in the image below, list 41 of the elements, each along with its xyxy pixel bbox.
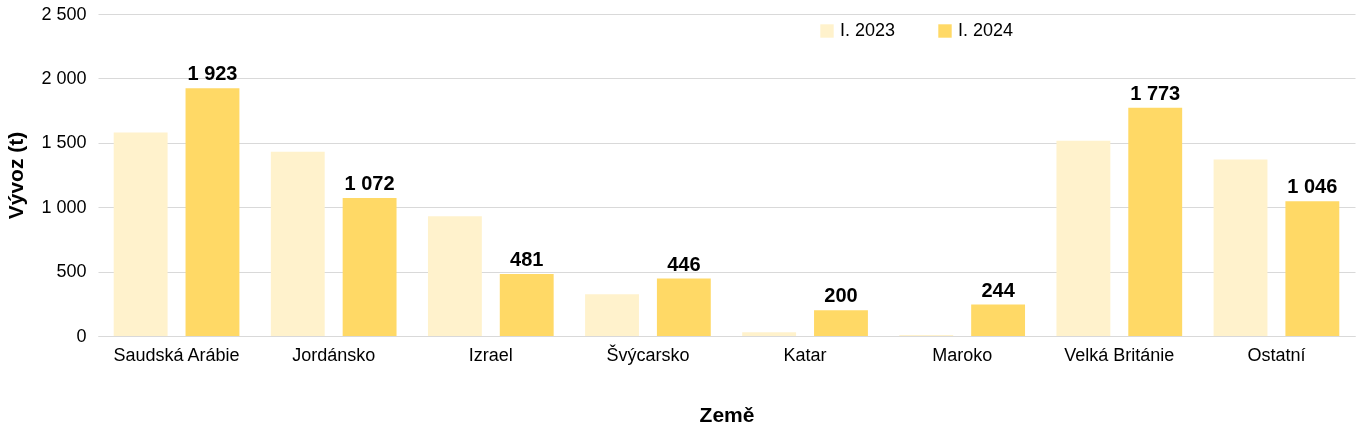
x-tick-label: Velká Británie <box>1064 344 1175 365</box>
data-label: 244 <box>981 278 1016 301</box>
data-label: 481 <box>510 248 544 271</box>
y-axis-title: Vývoz (t) <box>4 131 28 220</box>
bar <box>1128 107 1183 336</box>
x-axis-title: Země <box>699 402 755 426</box>
bar <box>185 88 240 336</box>
bar <box>1213 159 1268 336</box>
bar <box>342 197 397 336</box>
data-label: 1 046 <box>1287 175 1338 198</box>
bar <box>585 294 639 336</box>
data-label: 446 <box>667 252 701 275</box>
bar <box>1056 140 1111 336</box>
y-tick-label: 1 000 <box>41 196 87 217</box>
y-tick-label: 2 500 <box>41 3 87 24</box>
x-tick-label: Ostatní <box>1247 344 1306 365</box>
bar <box>742 332 797 336</box>
bar <box>427 216 482 336</box>
x-tick-label: Maroko <box>932 344 993 365</box>
bar <box>1285 201 1340 336</box>
y-tick-label: 0 <box>76 325 87 346</box>
data-label: 1 773 <box>1130 81 1181 104</box>
data-label: 1 072 <box>344 171 395 194</box>
data-label: 1 923 <box>187 62 238 85</box>
y-tick-label: 500 <box>56 261 87 282</box>
y-tick-label: 2 000 <box>41 67 87 88</box>
bar <box>656 278 711 336</box>
bar <box>971 304 1026 336</box>
x-tick-label: Katar <box>783 344 827 365</box>
bar <box>113 132 168 336</box>
bar <box>270 151 325 336</box>
x-tick-label: Švýcarsko <box>606 343 690 365</box>
y-tick-label: 1 500 <box>41 132 87 153</box>
legend-label: I. 2024 <box>958 20 1014 40</box>
bar <box>814 310 868 336</box>
x-tick-label: Jordánsko <box>292 344 376 365</box>
data-label: 200 <box>824 284 858 307</box>
bar <box>499 274 554 336</box>
legend-label: I. 2023 <box>840 20 896 40</box>
x-tick-label: Saudská Arábie <box>113 344 240 365</box>
x-tick-label: Izrael <box>468 344 513 365</box>
